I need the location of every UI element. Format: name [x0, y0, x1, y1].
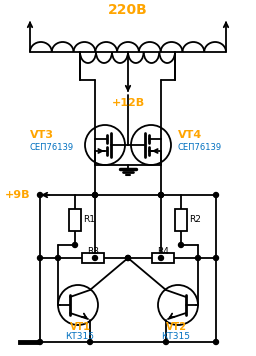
Circle shape — [92, 193, 98, 198]
Circle shape — [92, 193, 98, 198]
Circle shape — [178, 242, 184, 247]
Text: СЕΠ76139: СЕΠ76139 — [30, 143, 74, 152]
Text: R2: R2 — [189, 215, 201, 225]
Circle shape — [158, 193, 164, 198]
Bar — [175, 209, 187, 231]
Text: 220В: 220В — [108, 3, 148, 17]
Circle shape — [214, 256, 219, 261]
Text: R4: R4 — [157, 246, 169, 256]
Circle shape — [125, 256, 131, 261]
Circle shape — [125, 256, 131, 261]
Bar — [152, 253, 174, 263]
Text: +12В: +12В — [111, 98, 145, 108]
Circle shape — [214, 193, 219, 198]
Circle shape — [158, 193, 164, 198]
Circle shape — [196, 256, 200, 261]
Circle shape — [56, 256, 60, 261]
Text: VT2: VT2 — [165, 322, 187, 332]
Circle shape — [92, 256, 98, 261]
Circle shape — [37, 256, 42, 261]
Text: VT3: VT3 — [30, 130, 54, 140]
Bar — [82, 253, 104, 263]
Text: +9В: +9В — [5, 190, 30, 200]
Text: КТ315: КТ315 — [66, 332, 94, 341]
Circle shape — [164, 340, 168, 345]
Bar — [69, 209, 81, 231]
Circle shape — [37, 193, 42, 198]
Circle shape — [72, 242, 78, 247]
Text: VT1: VT1 — [69, 322, 91, 332]
Circle shape — [158, 256, 164, 261]
Circle shape — [214, 340, 219, 345]
Circle shape — [88, 340, 92, 345]
Text: VT4: VT4 — [178, 130, 202, 140]
Text: СЕΠ76139: СЕΠ76139 — [178, 143, 222, 152]
Text: R1: R1 — [83, 215, 95, 225]
Text: КТ315: КТ315 — [162, 332, 190, 341]
Text: R3: R3 — [87, 246, 99, 256]
Circle shape — [37, 340, 42, 345]
